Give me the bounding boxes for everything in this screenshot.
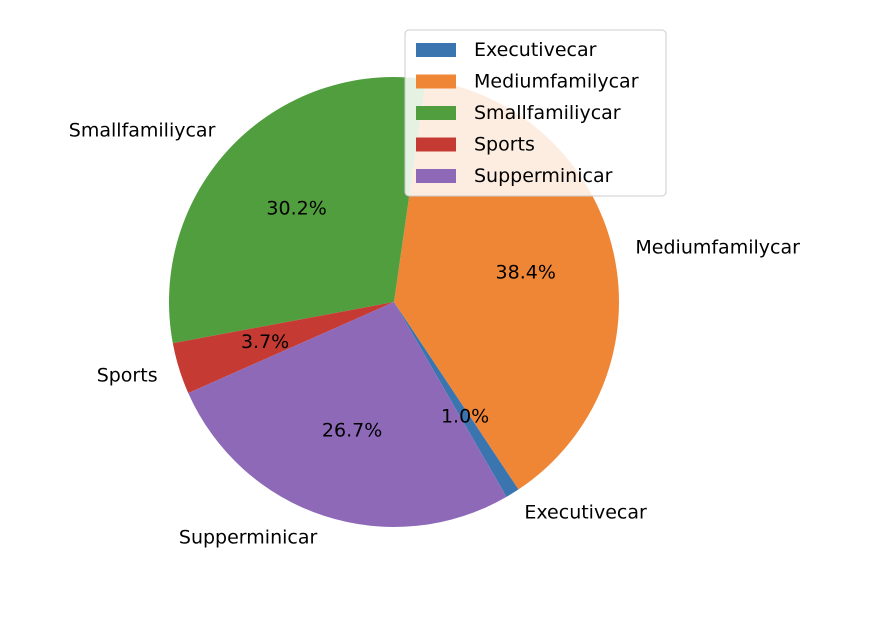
legend-swatch-sports xyxy=(416,137,456,152)
category-label-executivecar: Executivecar xyxy=(524,501,647,523)
legend-frame xyxy=(404,29,667,197)
legend-swatch-supperminicar xyxy=(416,169,456,183)
legend-label-sports: Sports xyxy=(474,134,535,156)
pie-slice-sports xyxy=(172,302,394,394)
legend-swatch-executivecar xyxy=(416,43,456,57)
legend-swatch-smallfamiliycar xyxy=(416,106,456,120)
category-label-mediumfamilycar: Mediumfamilycar xyxy=(635,237,800,259)
pct-label-supperminicar: 26.7% xyxy=(322,419,382,441)
category-label-sports: Sports xyxy=(97,364,158,386)
legend-swatch-mediumfamilycar xyxy=(416,74,456,89)
pct-label-executivecar: 1.0% xyxy=(441,406,489,428)
category-labels: Executivecar Mediumfamilycar Smallfamiliyc… xyxy=(69,120,800,549)
legend: Executivecar Mediumfamilycar Smallfamiliyc… xyxy=(404,29,667,197)
legend-label-smallfamiliycar: Smallfamiliycar xyxy=(474,102,621,124)
legend-label-mediumfamilycar: Mediumfamilycar xyxy=(474,71,639,93)
legend-label-supperminicar: Supperminicar xyxy=(474,165,613,187)
pct-label-sports: 3.7% xyxy=(241,331,289,353)
pie-slice-executivecar xyxy=(394,302,519,497)
pct-label-smallfamiliycar: 30.2% xyxy=(266,198,326,220)
percentage-labels: 1.0% 38.4% 30.2% 3.7% 26.7% xyxy=(241,198,556,442)
pie-slice-supperminicar xyxy=(188,302,507,528)
category-label-supperminicar: Supperminicar xyxy=(179,526,318,548)
pct-label-mediumfamilycar: 38.4% xyxy=(496,261,556,283)
category-label-smallfamiliycar: Smallfamiliycar xyxy=(69,120,216,142)
legend-label-executivecar: Executivecar xyxy=(474,39,597,61)
legend-items: Executivecar Mediumfamilycar Smallfamiliyc… xyxy=(416,39,639,187)
pie-slice-smallfamiliycar xyxy=(169,77,426,344)
